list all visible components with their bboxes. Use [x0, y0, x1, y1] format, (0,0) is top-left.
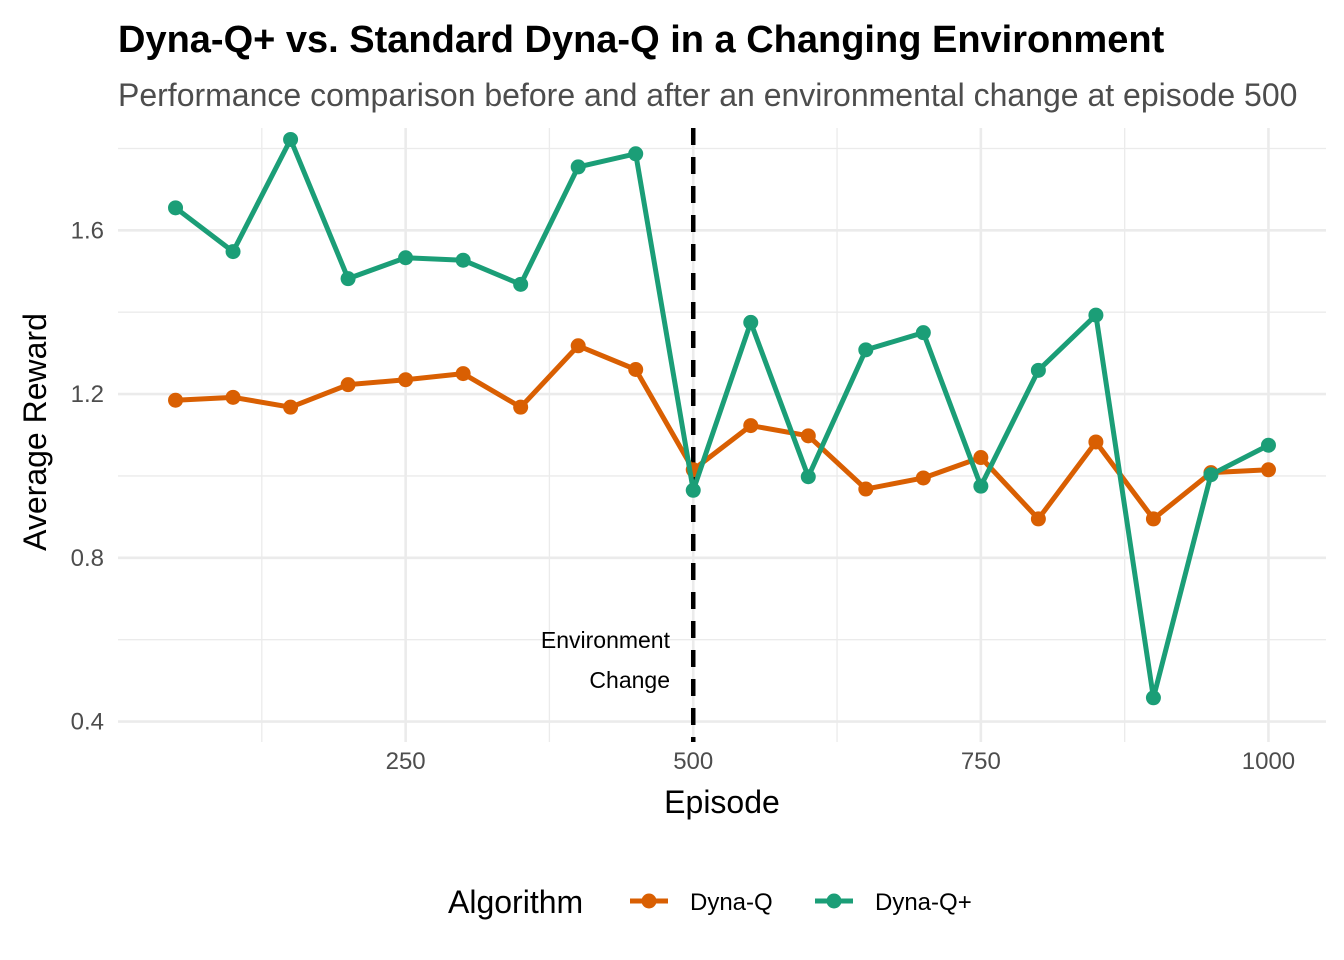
data-point-dyna-q-plus [858, 342, 874, 358]
legend-title: Algorithm [448, 884, 583, 920]
data-point-dyna-q-plus [1260, 437, 1276, 453]
data-point-dyna-q-plus [455, 252, 471, 268]
chart-title: Dyna-Q+ vs. Standard Dyna-Q in a Changin… [118, 19, 1165, 61]
series-dyna-q-plus [168, 131, 1276, 706]
legend: Algorithm Dyna-Q Dyna-Q+ [448, 884, 972, 920]
x-tick-label: 1000 [1242, 748, 1295, 775]
data-point-dyna-q-plus [513, 276, 529, 292]
data-point-dyna-q [225, 389, 241, 405]
data-point-dyna-q-plus [168, 200, 184, 216]
data-point-dyna-q [1260, 462, 1276, 478]
series-layer [168, 131, 1276, 706]
data-point-dyna-q [513, 399, 529, 415]
y-tick-label: 1.6 [71, 217, 104, 244]
data-point-dyna-q-plus [225, 244, 241, 260]
legend-item-dyna-q-plus: Dyna-Q+ [815, 889, 972, 916]
data-point-dyna-q [858, 481, 874, 497]
x-tick-label: 750 [961, 748, 1001, 775]
series-line-dyna-q [173, 343, 1271, 522]
x-tick-label: 500 [673, 748, 713, 775]
grid-major [118, 128, 1326, 742]
data-point-dyna-q [1088, 434, 1104, 450]
data-point-dyna-q-plus [570, 159, 586, 175]
legend-label: Dyna-Q [690, 889, 773, 916]
data-point-dyna-q-plus [800, 469, 816, 485]
chart-subtitle: Performance comparison before and after … [118, 77, 1297, 113]
data-point-dyna-q [283, 399, 299, 415]
data-point-dyna-q-plus [915, 325, 931, 341]
data-point-dyna-q [570, 338, 586, 354]
data-point-dyna-q [915, 470, 931, 486]
y-tick-label: 0.8 [71, 545, 104, 572]
series-dyna-q [168, 338, 1276, 527]
series-line-dyna-q-plus [173, 136, 1271, 701]
data-point-dyna-q-plus [398, 250, 414, 266]
data-point-dyna-q-plus [1203, 467, 1219, 483]
legend-item-dyna-q: Dyna-Q [630, 889, 773, 916]
data-point-dyna-q-plus [1088, 307, 1104, 323]
annotation-line-1: Environment [541, 627, 671, 653]
y-tick-label: 1.2 [71, 381, 104, 408]
y-tick-label: 0.4 [71, 709, 104, 736]
data-point-dyna-q [800, 428, 816, 444]
legend-items: Dyna-Q Dyna-Q+ [630, 889, 972, 916]
y-axis-title: Average Reward [17, 313, 53, 551]
data-point-dyna-q [455, 366, 471, 382]
data-point-dyna-q-plus [1030, 362, 1046, 378]
legend-label: Dyna-Q+ [875, 889, 972, 916]
data-point-dyna-q-plus [340, 271, 356, 287]
data-point-dyna-q-plus [1145, 690, 1161, 706]
y-axis-ticks: 0.4 0.8 1.2 1.6 [71, 217, 104, 735]
x-axis-title: Episode [664, 784, 780, 820]
plot-area [118, 128, 1326, 742]
data-point-dyna-q-plus [743, 314, 759, 330]
annotation-line-2: Change [589, 667, 670, 693]
x-axis-ticks: 250 500 750 1000 [386, 748, 1296, 775]
data-point-dyna-q [340, 377, 356, 393]
data-point-dyna-q [168, 392, 184, 408]
data-point-dyna-q-plus [685, 482, 701, 498]
data-point-dyna-q-plus [283, 131, 299, 147]
data-point-dyna-q [1145, 511, 1161, 527]
data-point-dyna-q-plus [628, 146, 644, 162]
data-point-dyna-q [973, 450, 989, 466]
data-point-dyna-q-plus [973, 478, 989, 494]
data-point-dyna-q [628, 362, 644, 378]
data-point-dyna-q [398, 372, 414, 388]
legend-key-point [826, 893, 842, 909]
legend-key-point [641, 893, 657, 909]
data-point-dyna-q [743, 418, 759, 434]
x-tick-label: 250 [386, 748, 426, 775]
data-point-dyna-q [1030, 511, 1046, 527]
